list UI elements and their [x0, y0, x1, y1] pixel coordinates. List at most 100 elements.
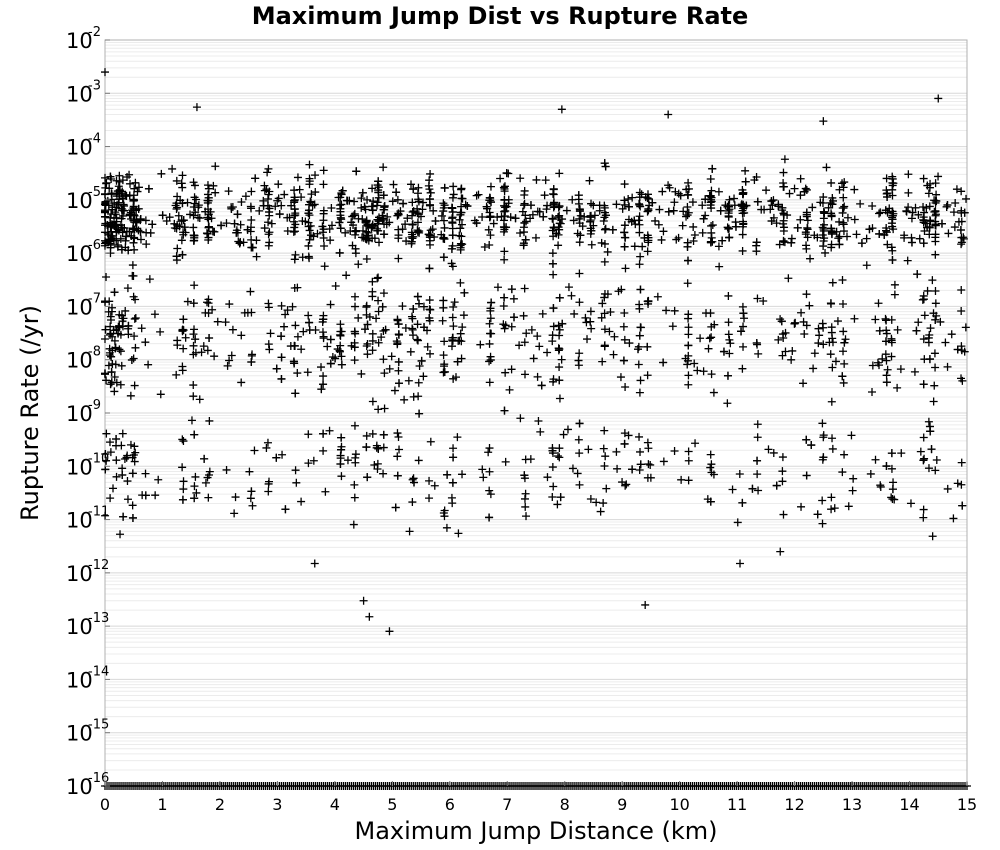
data-point	[106, 172, 115, 181]
data-point	[806, 254, 815, 263]
data-point	[448, 207, 457, 216]
data-point	[178, 463, 187, 472]
data-point	[875, 229, 884, 238]
data-point	[643, 190, 652, 199]
data-point	[587, 226, 596, 235]
data-point	[701, 195, 710, 204]
data-point	[350, 356, 359, 365]
data-point	[227, 351, 236, 360]
data-point	[698, 201, 707, 210]
data-point	[408, 498, 417, 507]
y-tick-exponent: -16	[88, 771, 109, 786]
data-point	[500, 324, 509, 333]
data-point	[401, 323, 410, 332]
data-point	[919, 456, 928, 465]
y-tick-exponent: -15	[88, 718, 109, 733]
data-point	[736, 559, 745, 568]
y-tick: 10-7	[66, 291, 110, 319]
data-point	[716, 206, 725, 215]
x-tick-label: 15	[957, 795, 977, 814]
data-point	[704, 344, 713, 353]
data-point	[205, 467, 214, 476]
data-point	[448, 231, 457, 240]
data-point	[693, 366, 702, 375]
data-point	[500, 247, 509, 256]
data-point	[502, 223, 511, 232]
data-point	[766, 205, 775, 214]
data-point	[378, 211, 387, 220]
data-point	[564, 283, 573, 292]
data-point	[819, 433, 828, 442]
data-point	[449, 302, 458, 311]
data-point	[348, 241, 357, 250]
data-point	[819, 237, 828, 246]
data-point	[335, 201, 344, 210]
data-point	[699, 214, 708, 223]
data-point	[389, 180, 398, 189]
data-point	[134, 204, 143, 213]
data-point	[317, 385, 326, 394]
data-point	[106, 221, 115, 230]
data-point	[290, 193, 299, 202]
data-point	[797, 308, 806, 317]
data-point	[263, 438, 272, 447]
data-point	[105, 184, 114, 193]
data-point	[777, 317, 786, 326]
data-point	[516, 414, 525, 423]
data-point	[957, 346, 966, 355]
data-point	[818, 496, 827, 505]
data-point	[345, 196, 354, 205]
data-point	[190, 233, 199, 242]
data-point	[818, 223, 827, 232]
x-tick: 1	[157, 781, 168, 814]
data-point	[624, 202, 633, 211]
data-point	[555, 453, 564, 462]
data-point	[264, 340, 273, 349]
data-point	[486, 198, 495, 207]
data-point	[189, 223, 198, 232]
data-point	[263, 168, 272, 177]
data-point	[379, 430, 388, 439]
x-tick-label: 13	[842, 795, 862, 814]
data-point	[866, 469, 875, 478]
data-point	[707, 186, 716, 195]
data-point	[373, 459, 382, 468]
data-point	[106, 380, 115, 389]
y-tick-label: 10	[66, 136, 93, 160]
data-point	[130, 442, 139, 451]
data-point	[408, 325, 417, 334]
data-point	[319, 332, 328, 341]
data-point	[932, 190, 941, 199]
data-point	[957, 286, 966, 295]
data-point	[425, 494, 434, 503]
data-point	[351, 450, 360, 459]
data-point	[112, 456, 121, 465]
data-point	[486, 182, 495, 191]
data-point	[707, 221, 716, 230]
data-point	[419, 372, 428, 381]
data-point	[417, 356, 426, 365]
data-point	[105, 330, 114, 339]
data-point	[459, 311, 468, 320]
data-point	[767, 216, 776, 225]
data-point	[368, 397, 377, 406]
data-point	[600, 159, 609, 168]
data-point	[839, 193, 848, 202]
data-point	[725, 233, 734, 242]
x-tick-label: 2	[215, 795, 225, 814]
data-point	[827, 328, 836, 337]
data-point	[723, 399, 732, 408]
data-point	[574, 191, 583, 200]
data-point	[349, 211, 358, 220]
data-point	[575, 238, 584, 247]
data-point	[601, 452, 610, 461]
data-point	[597, 313, 606, 322]
data-point	[575, 419, 584, 428]
data-point	[559, 430, 568, 439]
data-point	[796, 174, 805, 183]
data-point	[222, 465, 231, 474]
data-point	[118, 470, 127, 479]
data-point	[706, 174, 715, 183]
data-point	[874, 299, 883, 308]
data-point	[101, 511, 110, 520]
